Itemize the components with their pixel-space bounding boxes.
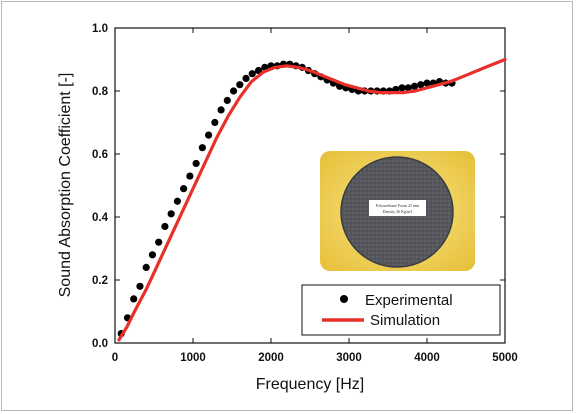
legend-box	[301, 284, 501, 336]
y-tick-label: 0.6	[92, 149, 108, 161]
x-tick-label: 2000	[258, 352, 284, 364]
experimental-point	[254, 66, 263, 75]
data-marks	[117, 57, 507, 342]
experimental-point	[211, 118, 219, 127]
x-tick-label: 3000	[336, 352, 362, 364]
experimental-point	[136, 282, 144, 290]
experimental-point	[148, 251, 157, 259]
experimental-point	[186, 172, 194, 180]
experimental-point	[155, 238, 163, 246]
experimental-point	[180, 185, 188, 193]
experimental-point	[192, 159, 200, 168]
x-axis-title: Frequency [Hz]	[256, 376, 364, 393]
experimental-point	[248, 70, 256, 78]
experimental-point	[423, 79, 431, 87]
x-tick-label: 1000	[180, 352, 206, 364]
experimental-point	[142, 263, 150, 271]
y-tick-label: 0.0	[92, 338, 108, 350]
experimental-point	[198, 144, 206, 152]
plot-area	[114, 27, 506, 344]
photo-label	[369, 200, 426, 216]
experimental-point	[236, 81, 244, 89]
y-tick-label: 0.2	[92, 275, 108, 287]
foam-sample-photo: Polyurethane Foam 25 mm Density 26 Kg/m3	[320, 151, 475, 271]
y-tick-label: 1.0	[92, 23, 108, 35]
experimental-point	[404, 84, 412, 92]
simulation-line	[117, 57, 507, 342]
experimental-point	[130, 295, 138, 303]
experimental-point	[417, 81, 425, 89]
experimental-point	[205, 131, 213, 139]
experimental-point	[161, 222, 169, 231]
experimental-point	[398, 84, 406, 92]
photo-label-line2: Density 26 Kg/m3	[383, 209, 413, 214]
legend-simulation-label: Simulation	[370, 312, 440, 329]
legend-experimental-marker	[340, 295, 348, 303]
experimental-point	[173, 197, 181, 205]
x-tick-label: 0	[112, 352, 118, 364]
photo-label-line1: Polyurethane Foam 25 mm	[376, 203, 420, 208]
experimental-point	[167, 210, 175, 218]
legend: Experimental Simulation	[301, 284, 501, 336]
experimental-point	[229, 87, 238, 95]
y-axis-title: Sound Absorption Coefficient [-]	[57, 73, 74, 298]
legend-experimental-label: Experimental	[365, 292, 453, 309]
foam-disc-rim	[340, 156, 454, 268]
experimental-point	[223, 96, 231, 105]
y-tick-label: 0.8	[92, 86, 109, 98]
x-tick-label: 5000	[492, 352, 518, 364]
axis-ticks: 0 1000 2000 3000 4000 5000 0.0 0.2 0.4 0.6 0.8 1.0	[92, 23, 518, 364]
x-tick-label: 4000	[414, 352, 440, 364]
experimental-point	[217, 106, 225, 114]
experimental-point	[242, 74, 250, 82]
experimental-point	[410, 82, 419, 90]
y-tick-label: 0.4	[92, 212, 109, 224]
